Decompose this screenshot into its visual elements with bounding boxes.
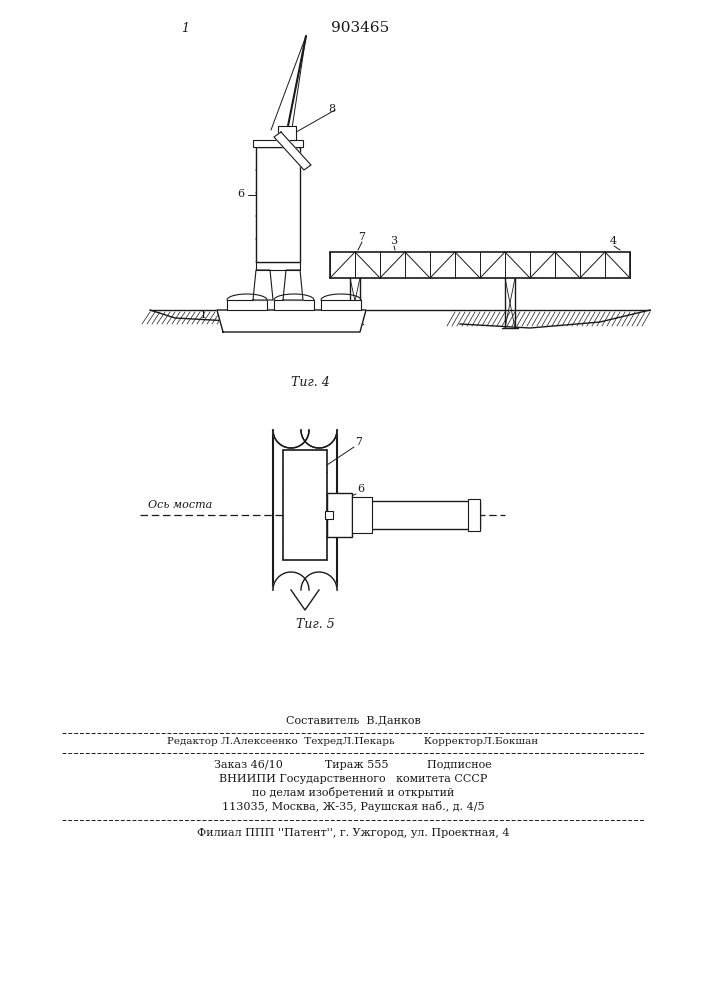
Bar <box>352 497 372 533</box>
Polygon shape <box>301 430 337 448</box>
Bar <box>227 300 267 310</box>
Polygon shape <box>274 132 311 170</box>
Text: Филиал ППП ''Патент'', г. Ужгород, ул. Проектная, 4: Филиал ППП ''Патент'', г. Ужгород, ул. П… <box>197 828 509 838</box>
Text: 6: 6 <box>237 189 244 199</box>
Text: 7: 7 <box>355 437 362 447</box>
Polygon shape <box>301 572 337 590</box>
Text: Ось моста: Ось моста <box>148 500 212 510</box>
Text: Τиг. 4: Τиг. 4 <box>291 375 329 388</box>
Bar <box>274 300 314 310</box>
Text: по делам изобретений и открытий: по делам изобретений и открытий <box>252 788 454 798</box>
Text: Заказ 46/10            Тираж 555           Подписное: Заказ 46/10 Тираж 555 Подписное <box>214 760 492 770</box>
Polygon shape <box>217 310 366 332</box>
Bar <box>278 126 296 140</box>
Text: Τиг. 5: Τиг. 5 <box>296 618 334 632</box>
Text: Редактор Л.Алексеенко  ТехредЛ.Пекарь         КорректорЛ.Бокшан: Редактор Л.Алексеенко ТехредЛ.Пекарь Кор… <box>168 736 539 746</box>
Text: 903465: 903465 <box>331 21 389 35</box>
Text: 4: 4 <box>610 236 617 246</box>
Text: ВНИИПИ Государственного   комитета СССР: ВНИИПИ Государственного комитета СССР <box>218 774 487 784</box>
Text: 3: 3 <box>390 236 397 246</box>
Text: Составитель  В.Данков: Составитель В.Данков <box>286 715 421 725</box>
Text: 6: 6 <box>357 484 364 494</box>
Bar <box>327 501 480 529</box>
Text: 1: 1 <box>181 21 189 34</box>
Polygon shape <box>253 270 273 300</box>
Bar <box>256 147 300 262</box>
Text: 1: 1 <box>200 310 207 320</box>
Bar <box>321 300 361 310</box>
Polygon shape <box>273 572 309 590</box>
Polygon shape <box>283 270 303 300</box>
Bar <box>253 140 303 147</box>
Text: 113035, Москва, Ж-35, Раушская наб., д. 4/5: 113035, Москва, Ж-35, Раушская наб., д. … <box>222 802 484 812</box>
Bar <box>468 499 480 531</box>
Text: 8: 8 <box>370 520 377 530</box>
Bar <box>325 511 333 519</box>
Text: 7: 7 <box>358 232 365 242</box>
Bar <box>283 450 327 560</box>
Bar <box>327 493 352 537</box>
Polygon shape <box>273 430 309 448</box>
Bar <box>256 262 300 270</box>
Text: 8: 8 <box>328 104 335 114</box>
